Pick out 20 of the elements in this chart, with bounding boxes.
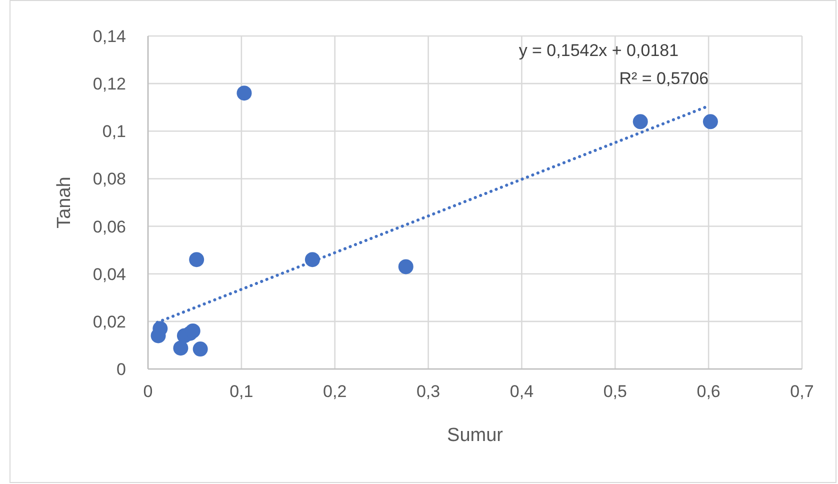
x-tick-label: 0,7: [790, 382, 814, 401]
annotation: y = 0,1542x + 0,0181: [518, 40, 679, 60]
annotation: R² = 0,5706: [619, 68, 709, 88]
x-tick-label: 0,6: [696, 382, 720, 401]
x-tick-label: 0,1: [230, 382, 254, 401]
x-tick-label: 0,5: [603, 382, 627, 401]
y-tick-label: 0: [116, 360, 126, 379]
x-tick-label: 0,3: [416, 382, 440, 401]
y-tick-label: 0,02: [92, 312, 126, 332]
y-tick-label: 0,1: [102, 122, 126, 142]
x-tick-label: 0,4: [510, 382, 534, 401]
x-tick-label: 0,2: [323, 382, 347, 401]
y-tick-label: 0,08: [92, 170, 126, 189]
y-tick-label: 0,04: [92, 264, 126, 284]
x-tick-label: 0: [143, 382, 153, 401]
y-tick-label: 0,12: [92, 74, 126, 94]
y-axis-title: Tanah: [54, 176, 75, 228]
x-axis-title: Sumur: [447, 425, 504, 446]
y-tick-label: 0,14: [92, 27, 126, 46]
y-tick-label: 0,06: [92, 217, 126, 236]
